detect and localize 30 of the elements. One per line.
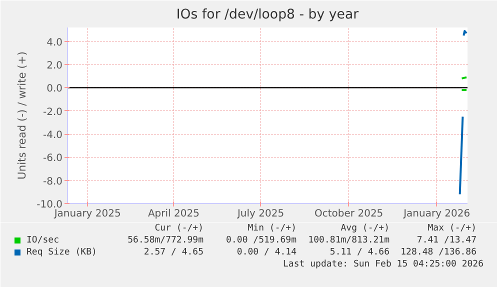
legend-label: Req Size (KB) — [26, 248, 97, 258]
text: Avg (-/+) — [340, 224, 390, 234]
y-tick-label: -6.0 — [42, 153, 63, 164]
text: 2.57 / 4.65 — [144, 248, 204, 258]
text: 128.48 /136.86 — [400, 248, 476, 258]
text: 100.81m/813.21m — [308, 236, 390, 246]
x-tick-label: October 2025 — [314, 208, 384, 220]
chart-title: IOs for /dev/loop8 - by year — [176, 8, 360, 22]
y-axis-title: Units read (-) / write (+) — [16, 52, 29, 180]
y-tick-label: -8.0 — [42, 176, 63, 188]
y-tick-label: -10.0 — [36, 200, 62, 210]
text: 0.00 /519.69m — [226, 236, 297, 246]
y-tick-label: 2.0 — [46, 60, 63, 72]
text: 5.11 / 4.66 — [330, 248, 390, 258]
x-tick-label: January 2026 — [402, 208, 470, 220]
legend-label: IO/sec — [26, 236, 60, 246]
text: Max (-/+) — [428, 224, 477, 234]
text: 7.41 /13.47 — [416, 236, 477, 246]
x-tick-label: April 2025 — [148, 208, 200, 220]
y-tick-label: -4.0 — [42, 130, 63, 142]
text: Min (-/+) — [248, 224, 297, 234]
y-tick-label: 4.0 — [46, 37, 63, 48]
text: Cur (-/+) — [154, 224, 204, 234]
y-tick-label: 0.0 — [46, 84, 63, 95]
text: Last update: Sun Feb 15 04:25:00 2026 — [283, 260, 484, 270]
x-tick-label: July 2025 — [236, 208, 284, 220]
text: 56.58m/772.99m — [128, 236, 204, 246]
text: 0.00 / 4.14 — [236, 248, 297, 258]
x-tick-label: January 2025 — [53, 208, 121, 220]
y-tick-label: -2.0 — [42, 106, 63, 118]
